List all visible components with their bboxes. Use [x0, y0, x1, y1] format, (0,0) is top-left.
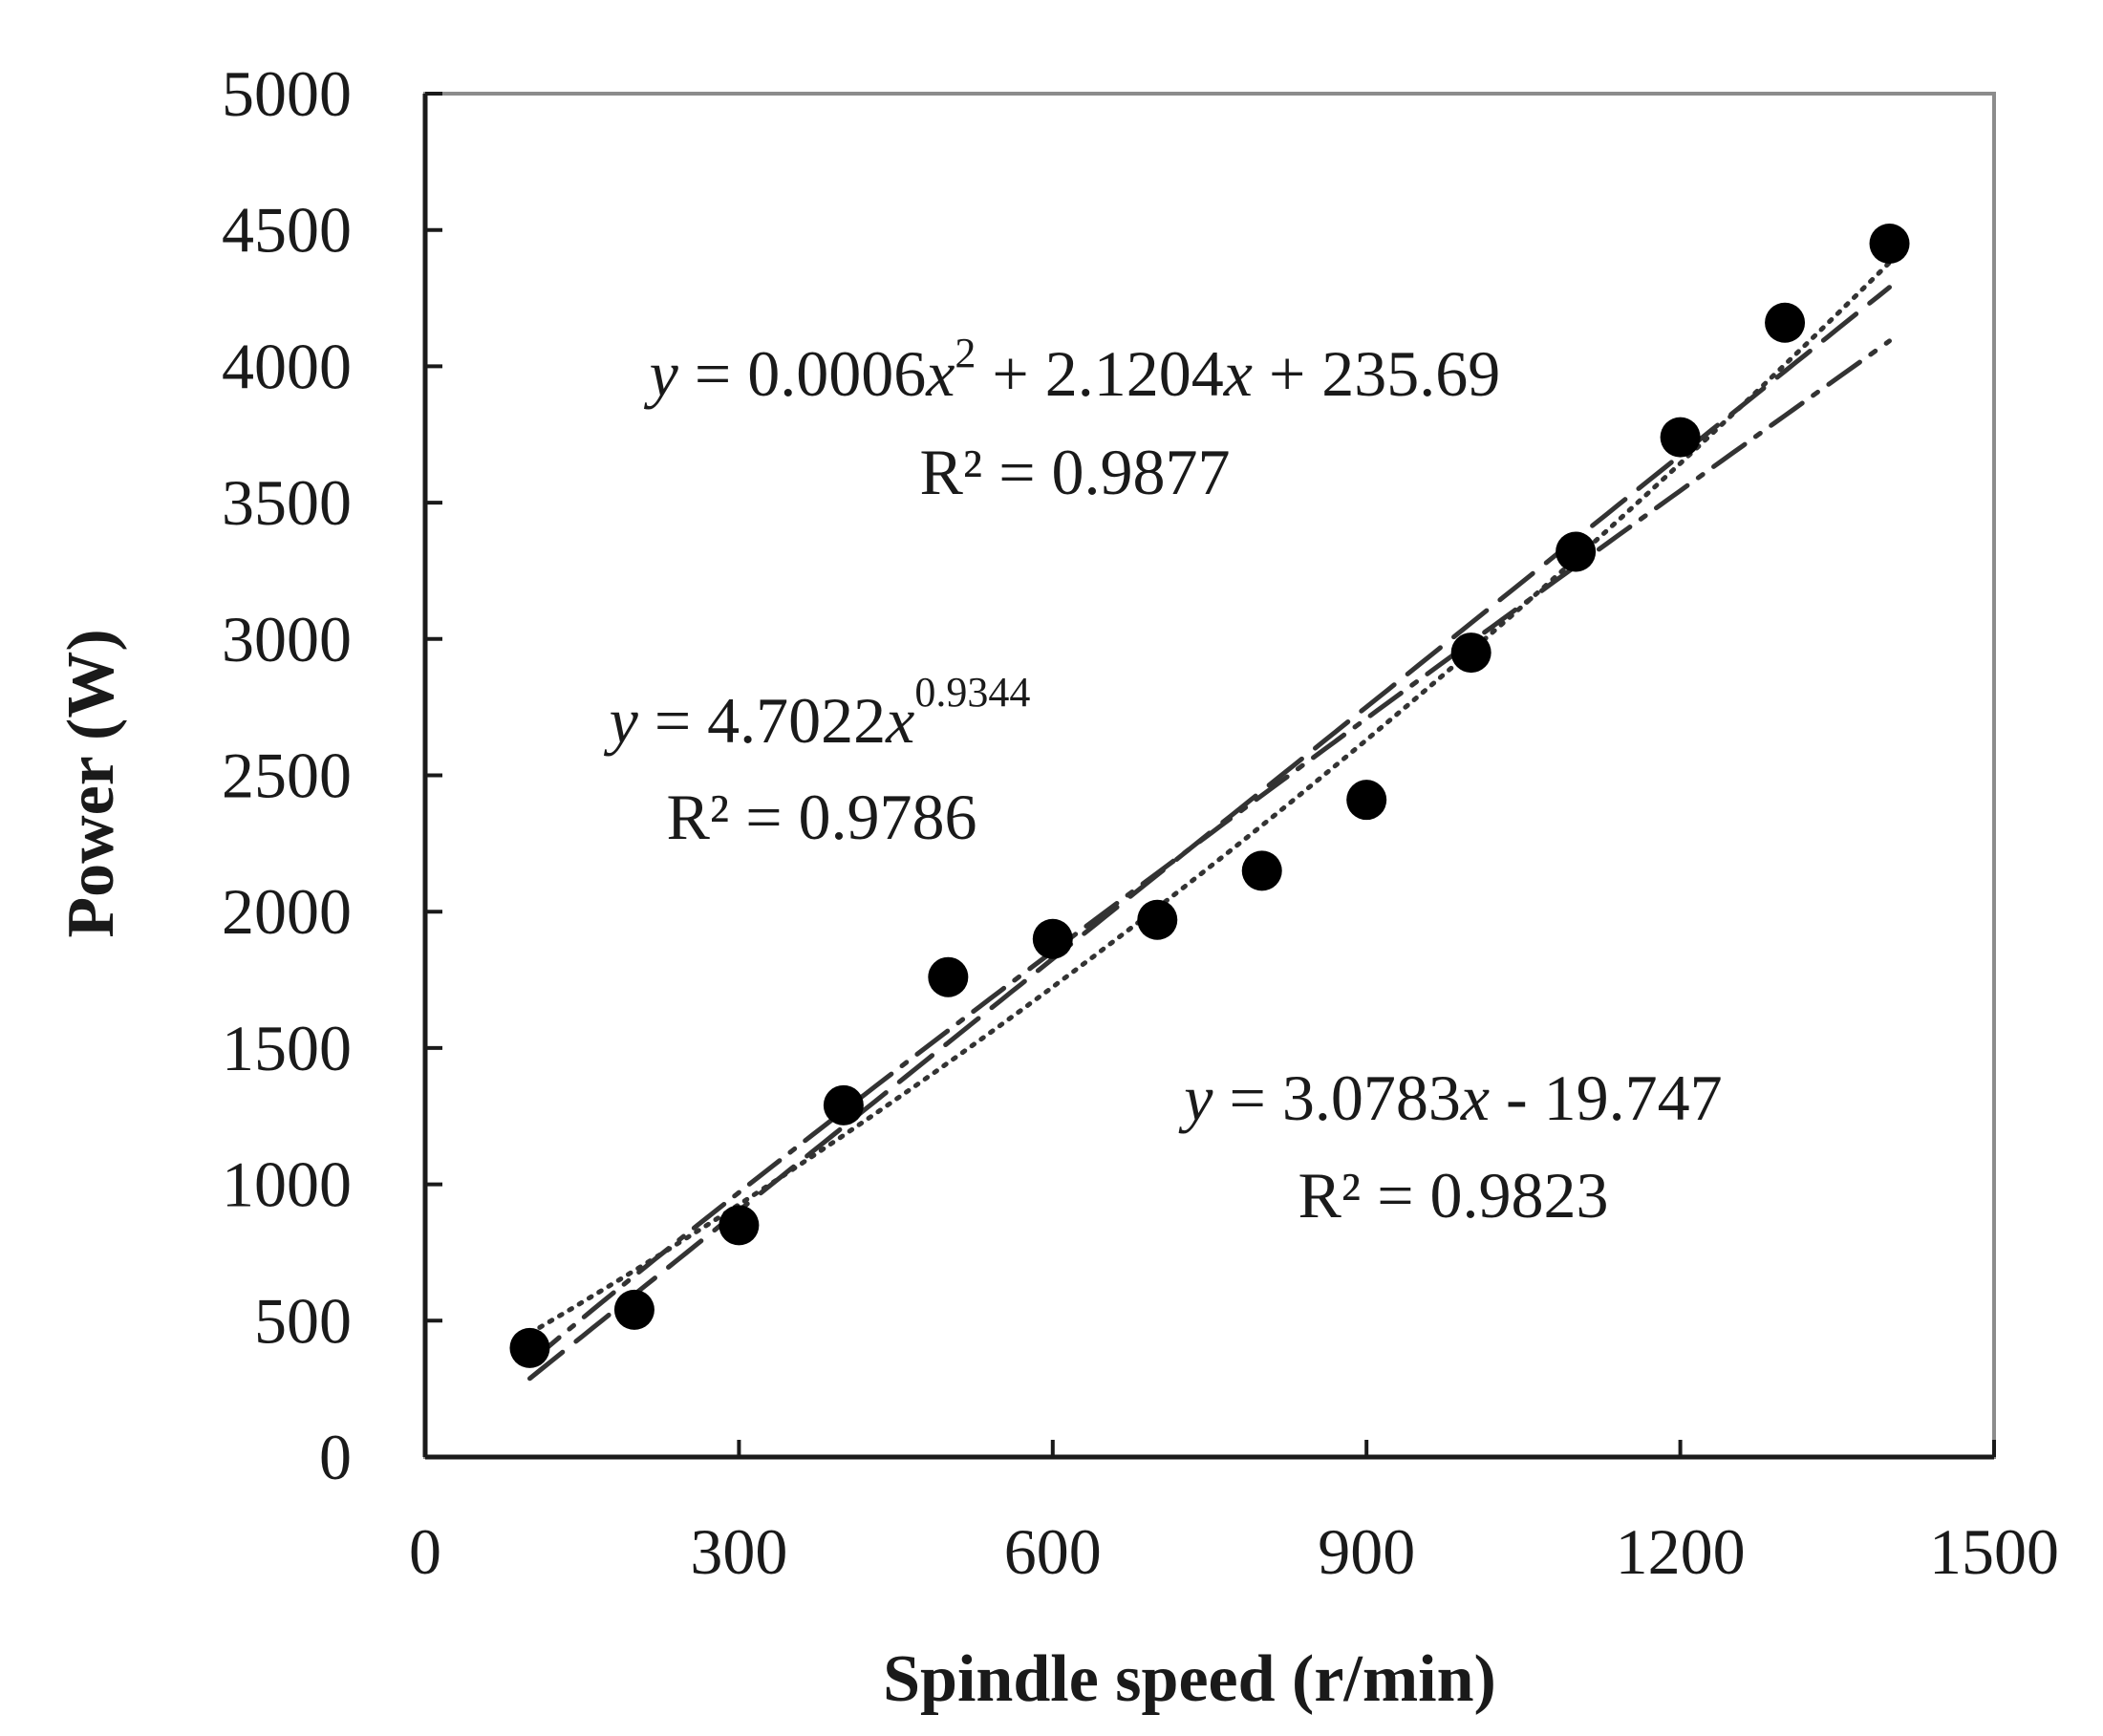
data-point — [1556, 531, 1597, 572]
linear-equation: y = 3.0783x - 19.747 — [1178, 1061, 1722, 1134]
data-point — [1765, 302, 1806, 343]
data-point — [1241, 850, 1282, 891]
trend-lines — [527, 260, 1892, 1382]
data-point — [1137, 899, 1178, 940]
power-r2: R² = 0.9786 — [666, 781, 976, 853]
y-tick-label: 4500 — [222, 194, 352, 267]
y-tick-label: 500 — [254, 1284, 352, 1357]
data-points — [509, 223, 1910, 1368]
y-axis-title: Power (W) — [54, 629, 128, 937]
linear-r2: R² = 0.9823 — [1298, 1159, 1608, 1232]
data-point — [1032, 918, 1073, 959]
data-point — [1346, 780, 1387, 821]
y-tick-label: 1000 — [222, 1148, 352, 1221]
poly-equation: y = 0.0006x2 + 2.1204x + 235.69 — [644, 330, 1501, 410]
data-point — [928, 956, 969, 997]
y-tick-label: 2500 — [222, 739, 352, 812]
y-tick-label: 4000 — [222, 330, 352, 402]
data-point — [613, 1289, 655, 1330]
y-tick-label: 3000 — [222, 603, 352, 675]
data-point — [1869, 223, 1910, 264]
power-equation: y = 4.7022x0.9344 — [604, 669, 1031, 757]
data-point — [1660, 417, 1701, 458]
x-tick-label: 600 — [1004, 1515, 1102, 1588]
y-tick-label: 0 — [319, 1421, 352, 1493]
poly-r2: R² = 0.9877 — [919, 436, 1230, 508]
y-tick-label: 5000 — [222, 57, 352, 130]
x-axis-title: Spindle speed (r/min) — [883, 1642, 1496, 1716]
data-point — [509, 1327, 550, 1368]
trendline-linear — [527, 285, 1892, 1382]
x-tick-label: 300 — [690, 1515, 787, 1588]
x-tick-label: 900 — [1318, 1515, 1415, 1588]
y-ticks: 0 500 1000 1500 2000 2500 3000 3500 4000 4500 5000 — [222, 57, 442, 1493]
data-point — [719, 1205, 760, 1246]
x-tick-label: 0 — [409, 1515, 441, 1588]
trendline-polynomial — [527, 260, 1892, 1336]
y-tick-label: 2000 — [222, 875, 352, 948]
y-tick-label: 3500 — [222, 466, 352, 539]
y-tick-label: 1500 — [222, 1012, 352, 1084]
x-tick-label: 1500 — [1929, 1515, 2059, 1588]
x-tick-label: 1200 — [1616, 1515, 1746, 1588]
x-ticks: 0 300 600 900 1200 1500 — [409, 1440, 2059, 1588]
data-point — [1450, 632, 1491, 674]
data-point — [823, 1084, 864, 1125]
